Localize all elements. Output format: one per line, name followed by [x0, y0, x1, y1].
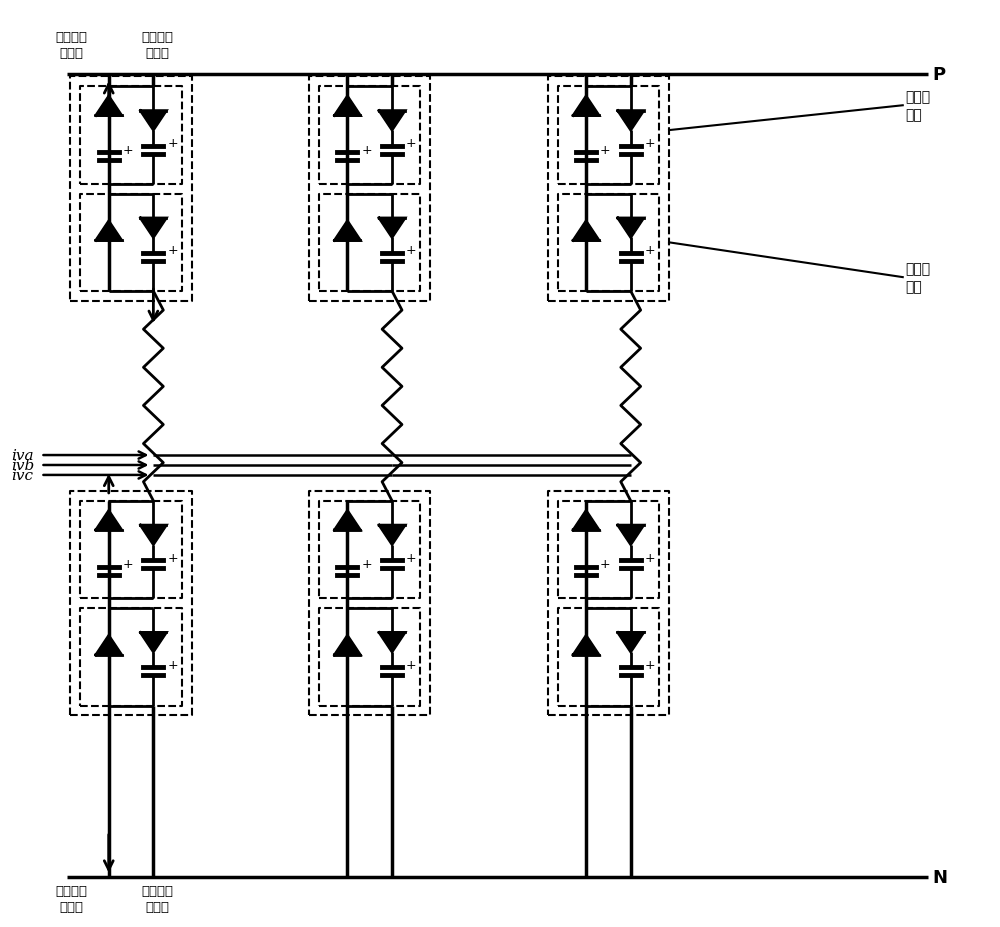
- Polygon shape: [573, 636, 599, 655]
- Polygon shape: [140, 526, 166, 545]
- Polygon shape: [334, 636, 360, 655]
- Text: +: +: [645, 551, 655, 564]
- Text: +: +: [167, 137, 178, 150]
- Polygon shape: [379, 111, 405, 131]
- Text: +: +: [645, 137, 655, 150]
- Text: ivc: ivc: [11, 468, 33, 482]
- Text: 上桥臂电
流为正: 上桥臂电 流为正: [141, 32, 173, 60]
- Polygon shape: [96, 511, 122, 530]
- Polygon shape: [334, 222, 360, 241]
- Text: iva: iva: [11, 449, 33, 463]
- Text: +: +: [645, 658, 655, 671]
- Polygon shape: [573, 222, 599, 241]
- Text: N: N: [933, 868, 948, 885]
- Text: 下桥臂电
流为负: 下桥臂电 流为负: [55, 884, 87, 913]
- Polygon shape: [573, 97, 599, 117]
- Polygon shape: [379, 219, 405, 238]
- Text: +: +: [406, 551, 417, 564]
- Polygon shape: [618, 219, 644, 238]
- Text: +: +: [406, 244, 417, 257]
- Text: +: +: [600, 558, 611, 571]
- Text: 上桥臂电
流为负: 上桥臂电 流为负: [55, 32, 87, 60]
- Text: 全桥子
模块: 全桥子 模块: [906, 91, 931, 121]
- Text: +: +: [167, 658, 178, 671]
- Text: +: +: [361, 558, 372, 571]
- Polygon shape: [96, 97, 122, 117]
- Polygon shape: [334, 97, 360, 117]
- Text: +: +: [167, 551, 178, 564]
- Polygon shape: [334, 511, 360, 530]
- Text: +: +: [406, 137, 417, 150]
- Text: P: P: [933, 66, 946, 84]
- Text: +: +: [123, 144, 133, 157]
- Text: +: +: [406, 658, 417, 671]
- Text: +: +: [123, 558, 133, 571]
- Polygon shape: [96, 222, 122, 241]
- Text: 下桥臂电
流为正: 下桥臂电 流为正: [141, 884, 173, 913]
- Polygon shape: [379, 633, 405, 653]
- Polygon shape: [618, 526, 644, 545]
- Polygon shape: [618, 633, 644, 653]
- Polygon shape: [140, 633, 166, 653]
- Text: +: +: [645, 244, 655, 257]
- Polygon shape: [379, 526, 405, 545]
- Text: ivb: ivb: [11, 459, 34, 473]
- Polygon shape: [96, 636, 122, 655]
- Text: +: +: [600, 144, 611, 157]
- Polygon shape: [140, 111, 166, 131]
- Text: 半桥子
模块: 半桥子 模块: [906, 262, 931, 294]
- Polygon shape: [618, 111, 644, 131]
- Polygon shape: [573, 511, 599, 530]
- Text: +: +: [167, 244, 178, 257]
- Text: +: +: [361, 144, 372, 157]
- Polygon shape: [140, 219, 166, 238]
